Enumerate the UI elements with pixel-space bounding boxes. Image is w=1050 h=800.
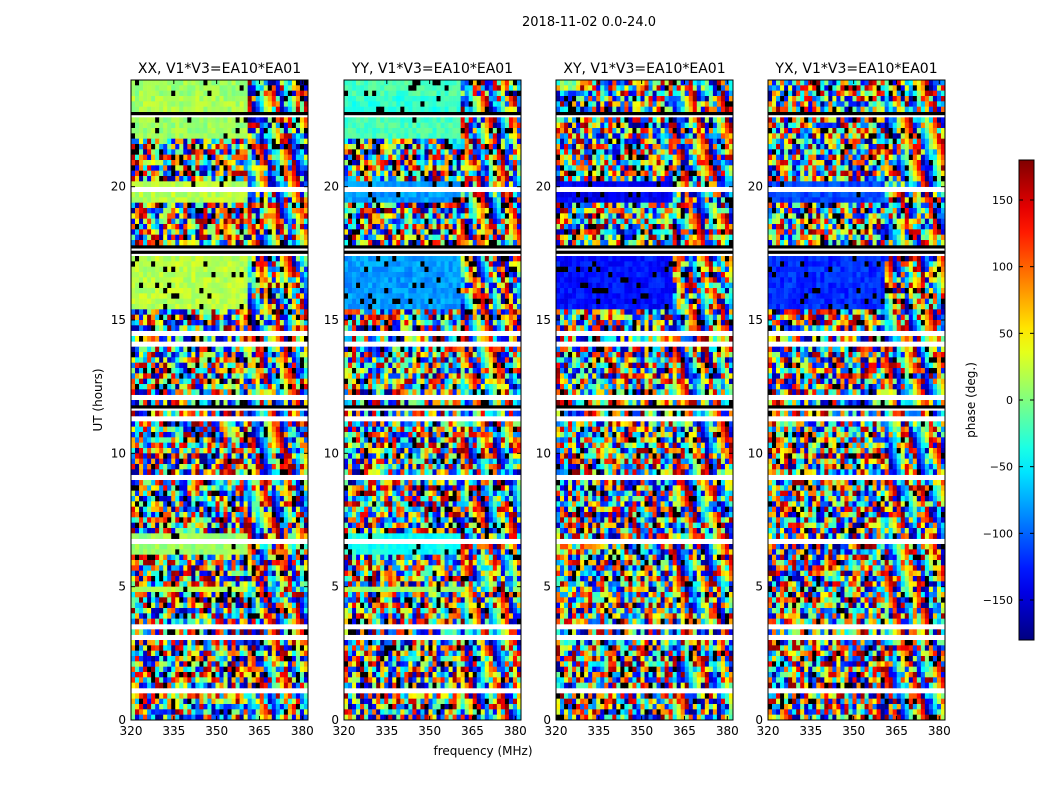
y-axis-label: UT (hours) — [91, 368, 105, 431]
colorbar-tick-label: −150 — [983, 594, 1013, 607]
y-tick-label: 20 — [324, 180, 339, 194]
panel-xy: XY, V1*V3=EA10*EA01 320 335 350 365 380 0 5 10 15… — [536, 61, 739, 738]
panel-yy: YY, V1*V3=EA10*EA01 320 335 350 365 380 0 5 10 15… — [324, 61, 527, 738]
colorbar-label: phase (deg.) — [964, 362, 978, 438]
x-tick-label: 350 — [205, 724, 228, 738]
panels: XX, V1*V3=EA10*EA01 320 335 350 365 380 0 5 10 15… — [111, 61, 951, 738]
y-tick-label: 5 — [118, 580, 126, 594]
y-tick-label: 15 — [324, 313, 339, 327]
y-tick-label: 20 — [111, 180, 126, 194]
y-tick-label: 20 — [536, 180, 551, 194]
y-tick-label: 0 — [543, 713, 551, 727]
x-tick-label: 320 — [120, 724, 143, 738]
y-tick-label: 10 — [111, 446, 126, 460]
x-tick-label: 380 — [716, 724, 739, 738]
y-tick-label: 5 — [331, 580, 339, 594]
colorbar-tick-label: 50 — [999, 327, 1013, 340]
panel-title-yy: YY, V1*V3=EA10*EA01 — [351, 61, 513, 77]
y-tick-label: 20 — [748, 180, 763, 194]
panel-frame — [555, 79, 734, 721]
y-tick-label: 0 — [331, 713, 339, 727]
x-tick-label: 350 — [630, 724, 653, 738]
colorbar-tick-label: 100 — [992, 261, 1013, 274]
colorbar-ticks: −150 −100 −50 0 50 100 150 — [983, 194, 1034, 607]
x-tick-label: 350 — [842, 724, 865, 738]
y-tick-label: 15 — [111, 313, 126, 327]
x-tick-label: 365 — [461, 724, 484, 738]
panel-frame — [767, 79, 946, 721]
x-tick-label: 335 — [799, 724, 822, 738]
y-tick-label: 5 — [543, 580, 551, 594]
panel-frame — [343, 79, 522, 721]
x-tick-label: 335 — [162, 724, 185, 738]
colorbar-tick-label: −100 — [983, 527, 1013, 540]
x-tick-label: 335 — [375, 724, 398, 738]
x-tick-label: 365 — [248, 724, 271, 738]
x-tick-label: 335 — [587, 724, 610, 738]
y-tick-label: 15 — [748, 313, 763, 327]
panel-title-yx: YX, V1*V3=EA10*EA01 — [774, 61, 937, 77]
phase-waterfall — [131, 80, 308, 720]
y-tick-label: 0 — [755, 713, 763, 727]
x-tick-label: 320 — [333, 724, 356, 738]
panel-title-xy: XY, V1*V3=EA10*EA01 — [563, 61, 725, 77]
y-tick-label: 5 — [755, 580, 763, 594]
y-tick-label: 10 — [536, 446, 551, 460]
panel-yx: YX, V1*V3=EA10*EA01 320 335 350 365 380 0 5 10 15… — [748, 61, 951, 738]
panel-xx: XX, V1*V3=EA10*EA01 320 335 350 365 380 0 5 10 15… — [111, 61, 314, 738]
x-tick-label: 380 — [928, 724, 951, 738]
x-tick-label: 365 — [885, 724, 908, 738]
colorbar-tick-label: −50 — [990, 461, 1013, 474]
x-tick-label: 320 — [757, 724, 780, 738]
colorbar-tick-label: 0 — [1006, 394, 1013, 407]
phase-waterfall — [556, 80, 733, 720]
y-tick-label: 15 — [536, 313, 551, 327]
y-tick-label: 10 — [324, 446, 339, 460]
panel-title-xx: XX, V1*V3=EA10*EA01 — [138, 61, 301, 77]
x-tick-label: 380 — [504, 724, 527, 738]
x-axis-label: frequency (MHz) — [433, 744, 532, 758]
phase-waterfall — [344, 80, 521, 720]
colorbar-tick-label: 150 — [992, 194, 1013, 207]
x-tick-label: 365 — [673, 724, 696, 738]
y-tick-label: 0 — [118, 713, 126, 727]
y-tick-label: 10 — [748, 446, 763, 460]
x-tick-label: 350 — [418, 724, 441, 738]
colorbar: −150 −100 −50 0 50 100 150 phase (deg.) — [964, 159, 1035, 641]
panel-frame — [130, 79, 309, 721]
x-tick-label: 380 — [291, 724, 314, 738]
phase-waterfall — [768, 80, 945, 720]
x-tick-label: 320 — [545, 724, 568, 738]
figure-title: 2018-11-02 0.0-24.0 — [522, 15, 656, 30]
